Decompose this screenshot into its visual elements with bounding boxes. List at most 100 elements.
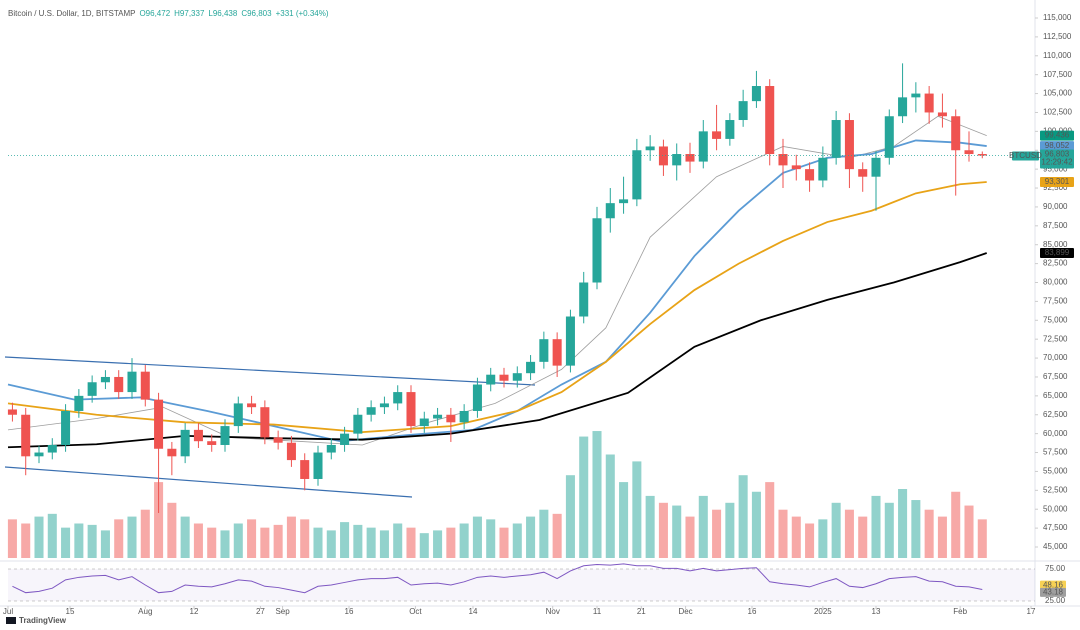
volume-bar (526, 516, 536, 558)
y-tick-label: 62,500 (1043, 410, 1068, 419)
candle-body (964, 150, 974, 155)
channel-upper (4, 356, 536, 386)
x-tick-label: Nov (546, 607, 560, 616)
volume-bar (937, 516, 947, 558)
y-tick-label: 105,000 (1043, 89, 1072, 98)
volume-bar (725, 502, 735, 558)
candle-body (977, 154, 987, 156)
volume-bar (300, 519, 310, 558)
volume-bar (898, 489, 908, 558)
candle-body (247, 403, 257, 408)
y-tick-label: 45,000 (1043, 542, 1068, 551)
moving-average (7, 139, 987, 443)
price-tag-label: 83,899 (1045, 248, 1070, 257)
candle-body (273, 437, 283, 443)
legend: Bitcoin / U.S. Dollar, 1D, BITSTAMP O96,4… (8, 9, 329, 18)
candle-body (898, 97, 908, 117)
candle-body (805, 169, 815, 181)
candle-body (632, 150, 642, 200)
volume-bar (47, 513, 57, 558)
candle-body (565, 316, 575, 366)
candle-body (831, 120, 841, 158)
candle-body (738, 101, 748, 121)
volume-bar (100, 530, 110, 558)
volume-bar (207, 527, 217, 558)
candle-body (459, 410, 469, 423)
brand-logo (6, 617, 16, 624)
candle-body (154, 399, 164, 449)
volume-bar (379, 530, 389, 558)
volume-bar (977, 519, 987, 558)
candle-body (286, 442, 296, 461)
volume-bar (273, 524, 283, 558)
volume-bar (844, 509, 854, 558)
candle-body (605, 203, 615, 219)
volume-bar (818, 519, 828, 558)
brand-name: TradingView (19, 616, 67, 625)
candle-body (47, 444, 57, 453)
legend-value: C96,803 (241, 9, 272, 18)
candle-body (486, 374, 496, 385)
volume-bar (831, 502, 841, 558)
volume-bar (499, 527, 509, 558)
volume-bar (632, 461, 642, 558)
candle-body (871, 157, 881, 177)
moving-average (7, 181, 987, 434)
candle-body (858, 169, 868, 177)
candle-body (74, 395, 84, 411)
candle-body (260, 407, 270, 438)
moving-averages (7, 115, 988, 449)
volume-bar (791, 516, 801, 558)
price-tag-box (1040, 130, 1074, 141)
volume-bar (260, 527, 270, 558)
x-tick-label: 13 (872, 607, 881, 616)
candle-body (7, 409, 17, 415)
price-tag-box (1040, 176, 1074, 187)
volume-bar (924, 509, 934, 558)
volume-bar (911, 500, 921, 558)
x-tick-label: 27 (256, 607, 265, 616)
volume-bar (552, 513, 562, 558)
legend-value: O96,472 (139, 9, 170, 18)
volume-bar (340, 522, 350, 558)
candle-body (433, 414, 443, 419)
x-tick-label: Oct (409, 607, 422, 616)
candle-body (619, 199, 629, 204)
y-tick-label: 57,500 (1043, 448, 1068, 457)
volume-bar (512, 523, 522, 558)
volume-bar (884, 502, 894, 558)
symbol-box (1012, 151, 1039, 161)
volume-bar (114, 519, 124, 558)
candle-body (685, 154, 695, 162)
x-tick-label: 2025 (814, 607, 832, 616)
volume-bar (698, 495, 708, 558)
volume-bar (751, 491, 761, 558)
volume-bar (858, 516, 868, 558)
candle-body (778, 154, 788, 166)
volume-bar (353, 524, 363, 558)
x-tick-label: 15 (66, 607, 75, 616)
candle-body (951, 116, 961, 151)
candle-body (220, 426, 230, 445)
rsi-tag-label: 43.18 (1043, 587, 1064, 596)
volume-bar (61, 527, 71, 558)
candle-body (499, 374, 509, 381)
price-tag-label: 98,052 (1045, 141, 1070, 150)
x-tick-label: Jul (3, 607, 13, 616)
candle-body (207, 441, 217, 445)
volume-bar (472, 516, 482, 558)
candle-body (167, 448, 177, 457)
y-tick-label: 107,500 (1043, 70, 1072, 79)
volume-bars (7, 431, 987, 558)
volume-bar (592, 431, 602, 558)
candle-body (34, 452, 44, 457)
candle-body (658, 146, 668, 166)
volume-bar (366, 527, 376, 558)
y-tick-label: 90,000 (1043, 202, 1068, 211)
candle-body (340, 433, 350, 445)
volume-bar (193, 523, 203, 558)
candle-body (937, 112, 947, 117)
y-tick-label: 80,000 (1043, 278, 1068, 287)
volume-bar (565, 475, 575, 558)
